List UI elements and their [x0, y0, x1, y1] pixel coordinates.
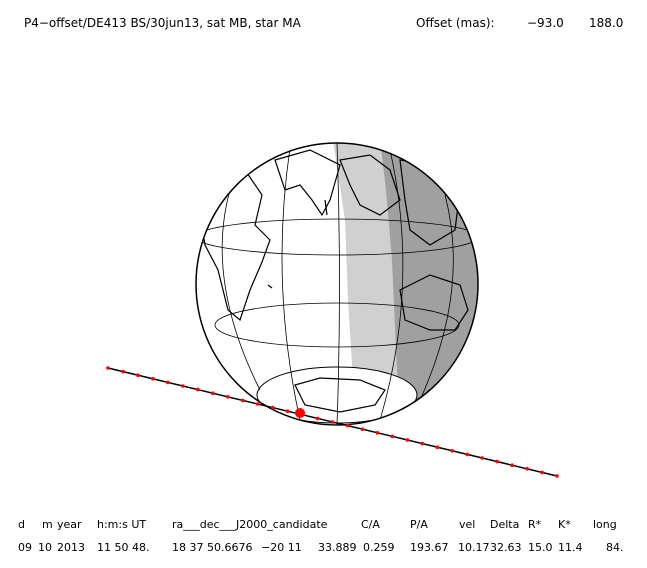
track-point — [465, 452, 470, 457]
column-header: m — [42, 518, 53, 531]
track-point — [450, 449, 455, 453]
track-point — [225, 395, 230, 399]
table-cell: 2013 — [57, 541, 85, 554]
track-point — [270, 405, 275, 410]
track-point — [540, 470, 544, 475]
globe — [195, 142, 479, 426]
title: P4−offset/DE413 BS/30jun13, sat MB, star… — [24, 16, 302, 30]
column-header: K* — [558, 518, 571, 531]
track-point — [121, 369, 125, 374]
table-cell: 11.4 — [558, 541, 583, 554]
table-cell: 09 — [18, 541, 32, 554]
column-header: year — [57, 518, 82, 531]
occultation-track — [106, 366, 559, 478]
track-point — [315, 416, 320, 421]
track-point — [435, 445, 440, 450]
track-point — [255, 402, 260, 406]
track-point — [240, 398, 245, 403]
track-point — [151, 377, 155, 381]
track-point — [510, 463, 514, 468]
track-point — [136, 373, 140, 378]
offset-label: Offset (mas): — [416, 16, 495, 30]
column-header: C/A — [361, 518, 380, 531]
table-cell: 18 37 50.6676 — [172, 541, 252, 554]
column-header: vel — [459, 518, 475, 531]
table-cell: 11 50 48. — [97, 541, 149, 554]
track-point — [375, 431, 380, 435]
track-point — [345, 423, 350, 428]
track-point — [285, 409, 290, 414]
table-cell: 32.63 — [490, 541, 522, 554]
night-zone — [380, 143, 478, 425]
track-point — [420, 441, 425, 446]
column-header: Delta — [490, 518, 519, 531]
table-cell: 193.67 — [410, 541, 449, 554]
table-cell: 10.17 — [458, 541, 490, 554]
column-header: P/A — [410, 518, 428, 531]
closest-approach-point — [295, 408, 305, 418]
track-point — [106, 366, 110, 370]
offset-value: 188.0 — [589, 16, 623, 30]
track-point — [196, 387, 200, 392]
globe-outline — [195, 142, 479, 426]
track-point — [181, 384, 185, 388]
table-cell: 84. — [606, 541, 624, 554]
column-header: d — [18, 518, 25, 531]
table-cell: 10 — [38, 541, 52, 554]
table-cell: 15.0 — [528, 541, 553, 554]
column-header: ra___dec___J2000_candidate — [172, 518, 328, 531]
result-table: d m year h:m:s UT ra___dec___J2000_candidate… — [18, 518, 624, 554]
graticule — [196, 143, 478, 425]
table-cell: 33.889 — [318, 541, 357, 554]
table-cell: 0.259 — [363, 541, 395, 554]
track-point — [210, 391, 215, 396]
offset-value: −93.0 — [527, 16, 564, 30]
track-point — [166, 380, 170, 385]
column-header: R* — [528, 518, 542, 531]
track-point — [495, 459, 499, 464]
track-point — [390, 434, 395, 439]
track-point — [405, 438, 410, 442]
track-point — [555, 474, 559, 478]
track-point — [480, 456, 484, 460]
column-header: long — [593, 518, 617, 531]
track-point — [330, 420, 335, 424]
table-cell: −20 11 — [261, 541, 302, 554]
track-point — [525, 467, 529, 471]
column-header: h:m:s UT — [97, 518, 146, 531]
track-point — [300, 413, 305, 417]
track-point — [360, 427, 365, 432]
